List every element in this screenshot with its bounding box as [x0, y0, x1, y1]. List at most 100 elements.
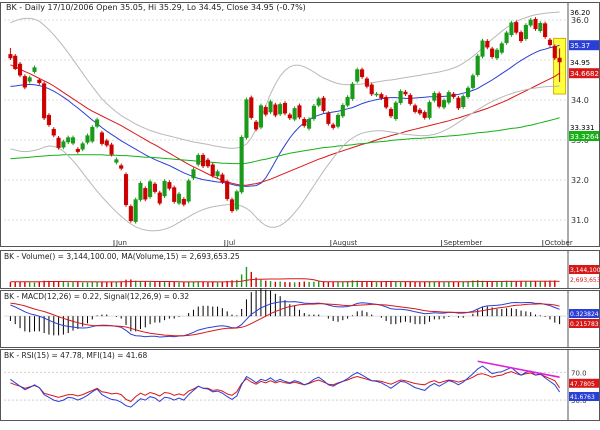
- candle-body: [514, 22, 519, 33]
- candle-body: [350, 83, 355, 100]
- candle-body: [128, 206, 133, 222]
- macd-panel-frame: [0, 290, 600, 348]
- candle-body: [413, 105, 418, 112]
- candle-body: [263, 106, 268, 115]
- candle-body: [307, 118, 312, 129]
- price-value-label: 34.6682: [570, 70, 599, 78]
- price-value-tag: [569, 57, 599, 67]
- candle-body: [388, 108, 394, 117]
- candle-body: [393, 102, 398, 120]
- candle-body: [220, 174, 225, 183]
- month-label: October: [545, 239, 573, 247]
- candle-body: [210, 164, 215, 176]
- price-value-tag: [569, 131, 599, 141]
- candle-body: [95, 119, 100, 127]
- candle-body: [456, 97, 461, 109]
- candle-body: [379, 94, 384, 99]
- candle-body: [490, 48, 495, 58]
- volume-value-label: 2,693,653: [570, 277, 600, 284]
- candle-body: [374, 93, 379, 96]
- rsi-value-tag: [569, 378, 599, 388]
- candle-body: [480, 40, 485, 57]
- mfi-line: [10, 365, 561, 408]
- candle-body: [466, 87, 471, 98]
- candle-body: [273, 104, 278, 116]
- macd-chart-title: BK - MACD(12,26) = 0.22, Signal(12,26,9)…: [4, 292, 189, 301]
- candle-body: [172, 187, 177, 202]
- candle-body: [85, 135, 90, 143]
- price-panel-frame: [0, 2, 600, 247]
- candle-body: [143, 188, 148, 200]
- candle-body: [191, 169, 196, 179]
- candle-body: [321, 97, 326, 112]
- rsi-value-tag: [569, 392, 599, 402]
- candle-body: [552, 46, 557, 59]
- candle-body: [99, 132, 104, 144]
- candle-body: [215, 171, 220, 177]
- volume-ma-line: [10, 278, 560, 283]
- candle-body: [369, 84, 374, 95]
- price-ytick-label: 34.0: [571, 96, 589, 105]
- candle-body: [61, 141, 66, 148]
- candle-body: [446, 92, 451, 103]
- candle-body: [461, 96, 466, 108]
- candle-body: [470, 75, 475, 88]
- candle-body: [22, 76, 27, 88]
- rsi-value-label: 47.7805: [570, 381, 595, 388]
- price-ytick-label: 31.0: [571, 216, 589, 225]
- candle-body: [181, 198, 186, 205]
- candle-body: [417, 109, 422, 114]
- candle-body: [138, 182, 143, 200]
- bollinger-lower-line: [10, 85, 560, 232]
- volume-value-label: 3,144,100: [570, 267, 600, 274]
- candle-body: [80, 143, 85, 150]
- candle-body: [249, 97, 254, 118]
- rsi-panel-frame: [0, 349, 600, 421]
- candle-body: [201, 154, 206, 167]
- candle-body: [70, 137, 76, 144]
- candle-body: [282, 102, 288, 114]
- candle-body: [167, 182, 172, 189]
- candle-body: [451, 93, 456, 98]
- rsi-value-label: 41.6763: [570, 394, 595, 401]
- candle-body: [427, 102, 432, 118]
- candle-body: [523, 24, 528, 40]
- macd-value-label: 0.323824: [570, 311, 599, 318]
- candle-body: [56, 137, 61, 148]
- candle-body: [292, 108, 297, 120]
- price-ytick-label: 32.0: [571, 176, 589, 185]
- price-value-label: 36.20: [570, 9, 590, 17]
- price-value-label: 35.37: [570, 42, 590, 50]
- candle-body: [475, 55, 480, 76]
- ma-long-line: [10, 117, 560, 165]
- candle-body: [109, 144, 114, 155]
- candle-body: [408, 94, 413, 104]
- macd-value-label: 0.215783: [570, 321, 599, 328]
- candle-body: [8, 54, 13, 59]
- rsi-ytick-label: 30.0: [571, 397, 587, 405]
- price-value-tag: [569, 121, 599, 132]
- candle-body: [519, 32, 524, 42]
- rsi-line: [10, 371, 561, 403]
- candle-body: [287, 114, 292, 119]
- volume-value-tag: [569, 265, 599, 274]
- macd-signal-line: [10, 302, 560, 337]
- price-chart-title: BK - Daily 17/10/2006 Open 35.05, Hi 35.…: [6, 3, 306, 12]
- price-value-tag: [569, 68, 599, 79]
- candle-body: [432, 92, 437, 101]
- candle-body: [547, 39, 553, 46]
- candle-body: [509, 22, 514, 36]
- candle-body: [268, 101, 273, 113]
- candle-body: [42, 83, 47, 119]
- candle-body: [46, 114, 51, 126]
- rsi-trendline: [477, 360, 560, 378]
- candle-body: [278, 104, 283, 115]
- candle-body: [384, 96, 389, 108]
- volume-value-tag: [569, 275, 599, 284]
- candle-body: [326, 112, 331, 124]
- candle-body: [345, 96, 350, 106]
- candle-body: [533, 18, 538, 30]
- candle-body: [114, 159, 119, 163]
